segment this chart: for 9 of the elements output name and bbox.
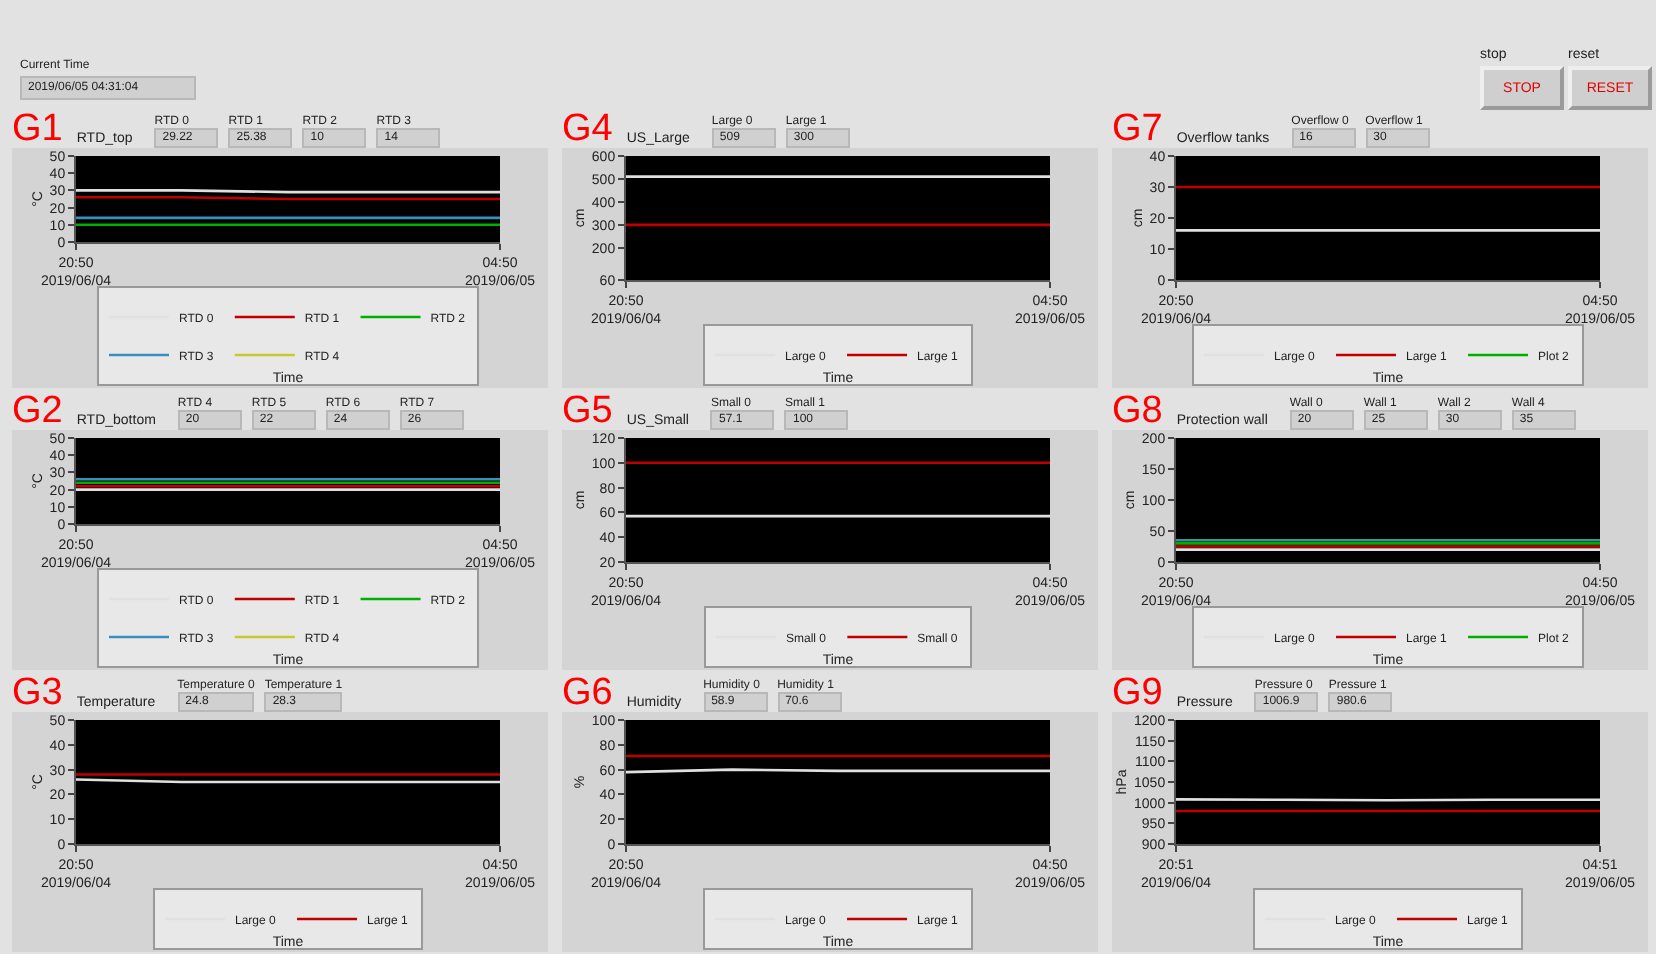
text: G2 — [12, 390, 63, 432]
text: G1 — [12, 108, 63, 150]
text: G6 — [562, 672, 613, 714]
text: G8 — [1112, 390, 1163, 432]
text: G4 — [562, 108, 613, 150]
text: G9 — [1112, 672, 1163, 714]
text: G3 — [12, 672, 63, 714]
text: G5 — [562, 390, 613, 432]
text: G7 — [1112, 108, 1163, 150]
